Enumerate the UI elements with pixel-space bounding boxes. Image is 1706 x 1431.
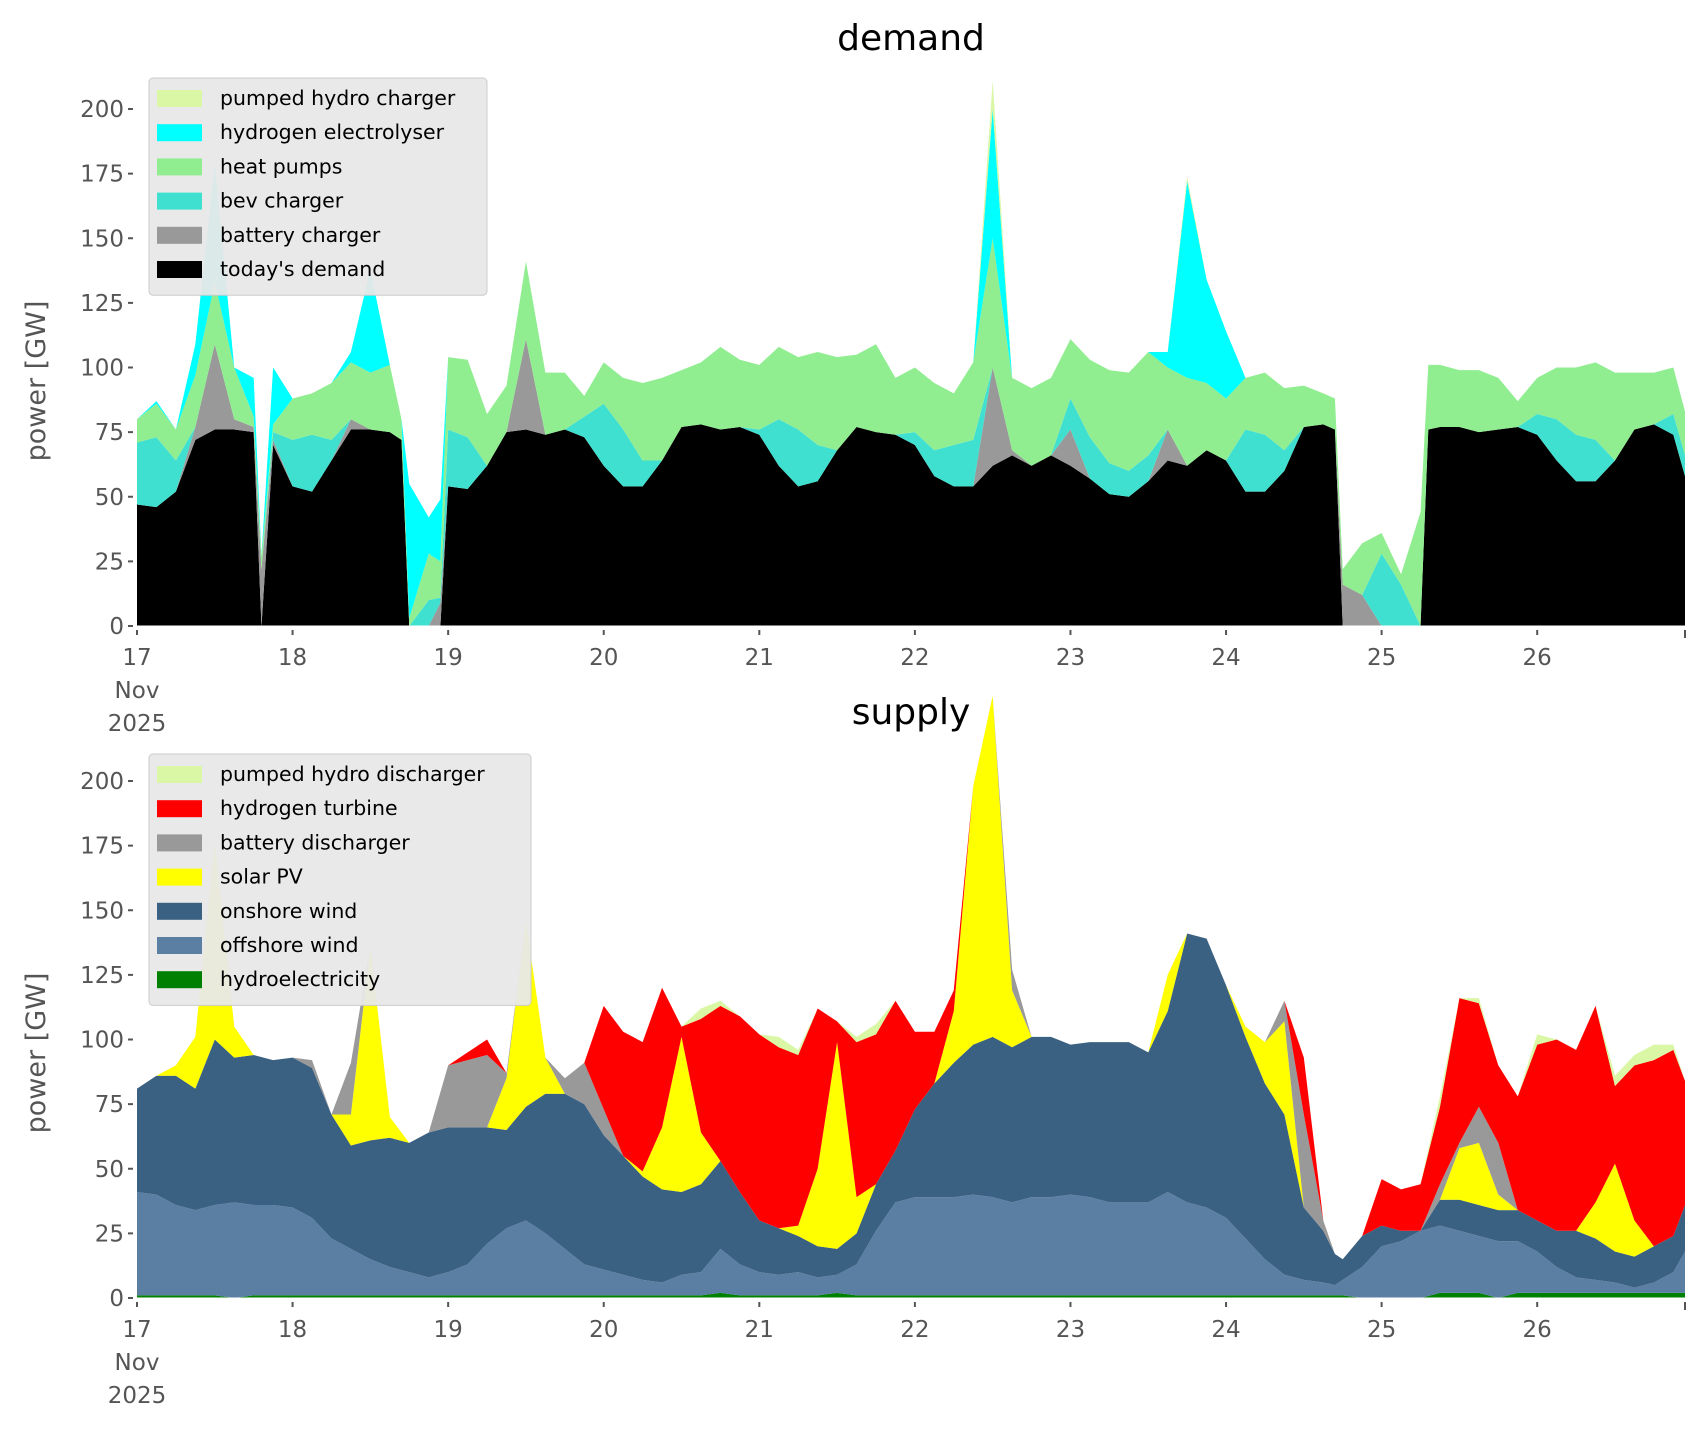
x-tick-label: 17: [122, 645, 151, 671]
y-axis-label: power [GW]: [21, 973, 52, 1134]
x-tick-label: 26: [1523, 645, 1552, 671]
x-tick-sublabel: Nov: [115, 1350, 160, 1376]
x-tick-label: 21: [745, 645, 774, 671]
legend-label: offshore wind: [220, 933, 358, 957]
y-tick-label: 100: [80, 1028, 124, 1054]
x-tick-label: 19: [434, 1317, 463, 1343]
legend-label: bev charger: [220, 189, 344, 213]
x-tick-label: 24: [1211, 645, 1240, 671]
x-tick-label: 25: [1367, 1317, 1396, 1343]
y-tick-label: 50: [95, 1157, 124, 1183]
y-tick-label: 150: [80, 226, 124, 252]
x-tick-sublabel: 2025: [108, 1383, 167, 1409]
legend-swatch: [157, 158, 202, 176]
y-axis-label: power [GW]: [21, 301, 52, 462]
legend-swatch: [157, 192, 202, 210]
stacked-areas: [137, 695, 1685, 1298]
y-tick-label: 0: [109, 1286, 124, 1312]
x-tick-label: 24: [1211, 1317, 1240, 1343]
y-tick-label: 50: [95, 485, 124, 511]
legend-swatch: [157, 800, 202, 818]
x-tick-label: 18: [278, 645, 307, 671]
x-tick-label: 23: [1056, 1317, 1085, 1343]
x-tick-sublabel: 2025: [108, 711, 167, 737]
y-tick-label: 25: [95, 1221, 124, 1247]
y-tick-label: 75: [95, 1092, 124, 1118]
legend-swatch: [157, 971, 202, 989]
legend-swatch: [157, 90, 202, 107]
legend-swatch: [157, 937, 202, 954]
chart-title: supply: [852, 692, 971, 733]
legend: pumped hydro discharger hydrogen turbine b…: [148, 753, 532, 1006]
x-tick-label: 22: [900, 1317, 929, 1343]
legend-label: hydrogen turbine: [220, 796, 398, 820]
y-tick-label: 200: [80, 769, 124, 795]
y-tick-label: 0: [109, 614, 124, 640]
area-onshore-wind: [137, 933, 1685, 1288]
x-tick-sublabel: Nov: [115, 678, 160, 704]
legend-label: battery charger: [220, 223, 381, 247]
x-tick-label: 18: [278, 1317, 307, 1343]
legend-swatch: [157, 902, 202, 920]
legend-box: [148, 753, 532, 1006]
legend-swatch: [157, 834, 202, 852]
x-tick-label: 20: [589, 645, 618, 671]
y-tick-label: 125: [80, 963, 124, 989]
supply-panel: supply 0 25 50 75 100 125 150 175 200 power [GW] 17…: [21, 692, 1686, 1409]
legend-swatch: [157, 261, 202, 278]
x-tick-label: 17: [122, 1317, 151, 1343]
x-tick-label: 20: [589, 1317, 618, 1343]
area-heat-pumps: [137, 238, 1685, 626]
legend-swatch: [157, 868, 202, 886]
area-battery-charger: [137, 339, 1685, 626]
x-tick-label: 23: [1056, 645, 1085, 671]
area-today-s-demand: [137, 424, 1685, 626]
y-tick-label: 100: [80, 356, 124, 382]
legend-label: hydrogen electrolyser: [220, 120, 445, 144]
legend-label: battery discharger: [220, 830, 410, 854]
y-tick-label: 125: [80, 291, 124, 317]
area-bev-charger: [137, 339, 1685, 626]
legend-label: pumped hydro charger: [220, 86, 456, 110]
legend-label: onshore wind: [220, 899, 357, 923]
area-hydrogen-turbine: [137, 695, 1685, 1260]
legend-swatch: [157, 766, 202, 783]
x-tick-label: 25: [1367, 645, 1396, 671]
legend-label: heat pumps: [220, 154, 342, 178]
legend: pumped hydro charger hydrogen electrolyse…: [148, 77, 488, 296]
legend-label: today's demand: [220, 257, 385, 281]
y-tick-label: 175: [80, 162, 124, 188]
area-battery-discharger: [137, 695, 1685, 1260]
y-tick-label: 175: [80, 834, 124, 860]
x-tick-label: 22: [900, 645, 929, 671]
y-tick-label: 25: [95, 549, 124, 575]
y-tick-label: 75: [95, 420, 124, 446]
legend-box: [148, 77, 488, 296]
stacked-areas: [137, 80, 1685, 626]
demand-panel: demand 0 25 50 75 100 125 150 175 200 power [GW] 17…: [21, 18, 1686, 737]
x-tick-label: 19: [434, 645, 463, 671]
legend-swatch: [157, 226, 202, 244]
area-offshore-wind: [137, 1192, 1685, 1298]
legend-label: solar PV: [220, 865, 303, 889]
legend-swatch: [157, 124, 202, 142]
legend-label: hydroelectricity: [220, 967, 380, 991]
chart-title: demand: [837, 18, 985, 59]
x-tick-label: 26: [1523, 1317, 1552, 1343]
y-tick-label: 200: [80, 97, 124, 123]
x-tick-label: 21: [745, 1317, 774, 1343]
y-tick-label: 150: [80, 898, 124, 924]
legend-label: pumped hydro discharger: [220, 762, 485, 786]
